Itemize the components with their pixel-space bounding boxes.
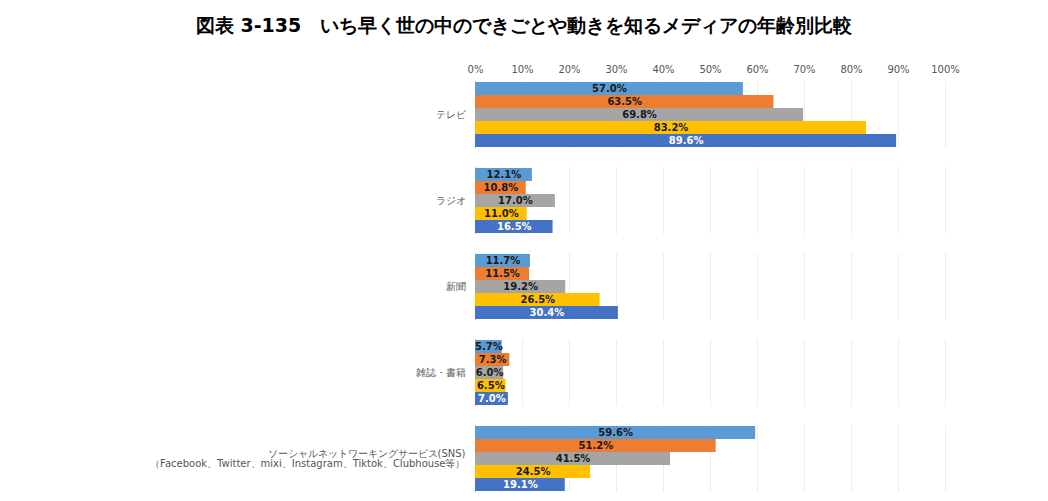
svg-text:59.6%: 59.6% [598, 427, 633, 438]
svg-text:雑誌・書籍: 雑誌・書籍 [416, 367, 466, 378]
svg-text:57.0%: 57.0% [592, 83, 627, 94]
svg-text:90%: 90% [887, 64, 909, 75]
svg-text:10%: 10% [511, 64, 533, 75]
svg-text:16.5%: 16.5% [497, 221, 532, 232]
svg-text:テレビ: テレビ [436, 109, 467, 120]
html-text:図表 3-135 いち早く世の中のできごとや動きを知るメディ: 図表 3-135 いち早く世の中のできごとや動きを知るメディアの年齢別比較 [195, 14, 853, 36]
svg-text:12.1%: 12.1% [487, 169, 522, 180]
svg-text:83.2%: 83.2% [654, 122, 689, 133]
svg-text:新聞: 新聞 [446, 281, 466, 292]
svg-text:100%: 100% [931, 64, 960, 75]
svg-text:69.8%: 69.8% [622, 109, 657, 120]
svg-text:89.6%: 89.6% [669, 135, 704, 146]
svg-text:11.0%: 11.0% [484, 208, 519, 219]
svg-text:20%: 20% [558, 64, 580, 75]
svg-text:80%: 80% [840, 64, 862, 75]
svg-text:11.5%: 11.5% [485, 268, 520, 279]
svg-text:24.5%: 24.5% [516, 466, 551, 477]
svg-text:6.5%: 6.5% [477, 380, 505, 391]
svg-text:7.3%: 7.3% [479, 354, 507, 365]
svg-text:30.4%: 30.4% [530, 307, 565, 318]
svg-text:17.0%: 17.0% [498, 195, 533, 206]
svg-text:63.5%: 63.5% [607, 96, 642, 107]
svg-text:19.2%: 19.2% [503, 281, 538, 292]
svg-text:30%: 30% [605, 64, 627, 75]
svg-text:7.0%: 7.0% [478, 393, 506, 404]
svg-text:6.0%: 6.0% [476, 367, 504, 378]
svg-text:41.5%: 41.5% [556, 453, 591, 464]
svg-text:70%: 70% [793, 64, 815, 75]
svg-text:40%: 40% [652, 64, 674, 75]
svg-text:ソーシャルネットワーキングサービス(SNS)（Faceboo: ソーシャルネットワーキングサービス(SNS)（Facebook、Twitter、… [150, 448, 465, 469]
svg-text:19.1%: 19.1% [503, 479, 538, 490]
svg-text:50%: 50% [699, 64, 721, 75]
svg-text:60%: 60% [746, 64, 768, 75]
svg-text:ラジオ: ラジオ [436, 195, 466, 206]
svg-text:51.2%: 51.2% [578, 440, 613, 451]
svg-text:10.8%: 10.8% [484, 182, 519, 193]
svg-text:5.7%: 5.7% [475, 341, 503, 352]
svg-text:0%: 0% [468, 64, 484, 75]
svg-text:26.5%: 26.5% [520, 294, 555, 305]
svg-text:11.7%: 11.7% [486, 255, 521, 266]
